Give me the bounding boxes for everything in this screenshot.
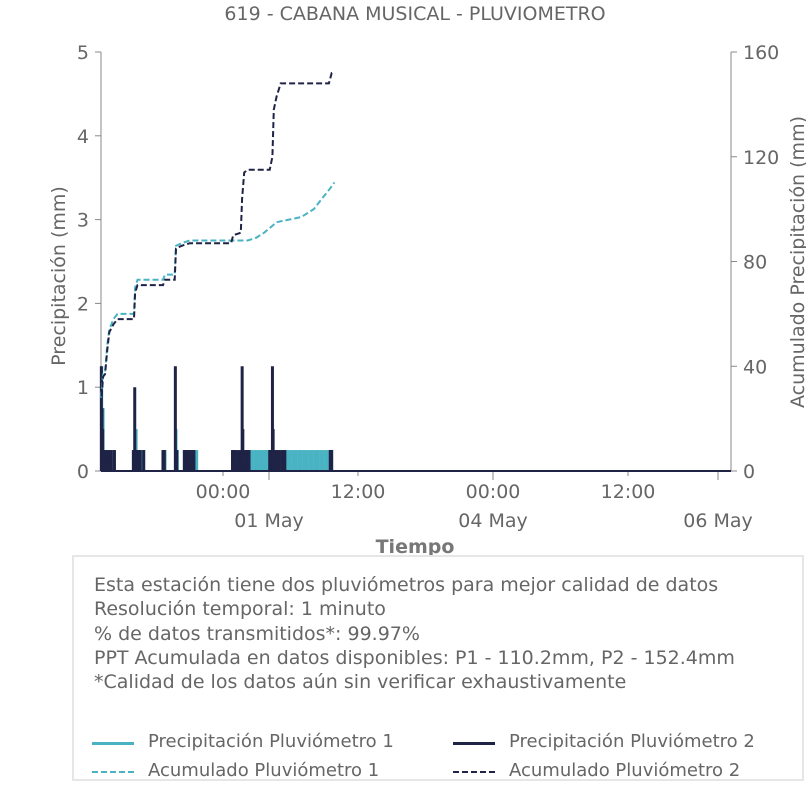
lines-layer bbox=[100, 70, 336, 406]
info-line: % de datos transmitidos*: 99.97% bbox=[94, 622, 420, 645]
chart-title: 619 - CABANA MUSICAL - PLUVIOMETRO bbox=[224, 3, 605, 25]
info-line: Esta estación tiene dos pluviómetros par… bbox=[94, 574, 719, 596]
y-tick-right-label: 40 bbox=[743, 356, 767, 378]
legend-swatch-dashed bbox=[92, 771, 134, 773]
bars-layer bbox=[99, 366, 731, 472]
y-tick-left-label: 4 bbox=[77, 126, 89, 148]
y-tick-left-label: 3 bbox=[77, 210, 89, 232]
x-tick-minor-label: 00:00 bbox=[466, 481, 521, 503]
y-tick-left-label: 1 bbox=[77, 377, 89, 399]
x-tick-major-label: 04 May bbox=[458, 510, 528, 532]
y-tick-right-label: 80 bbox=[743, 252, 767, 274]
y-tick-left-label: 0 bbox=[77, 461, 89, 483]
x-tick-major-label: 06 May bbox=[683, 510, 753, 532]
axes: 0 1 2 3 4 5 0 40 80 120 160 00:00 12:00 00:00 12:00 01 … bbox=[77, 42, 779, 532]
legend-label: Acumulado Pluviómetro 1 bbox=[148, 760, 380, 781]
x-tick-minor-label: 12:00 bbox=[601, 481, 656, 503]
info-text: Esta estación tiene dos pluviómetros par… bbox=[94, 573, 735, 694]
legend-swatch-solid bbox=[453, 742, 495, 745]
legend-label: Precipitación Pluviómetro 2 bbox=[509, 731, 755, 752]
y-tick-right-label: 0 bbox=[743, 461, 755, 483]
info-line: Resolución temporal: 1 minuto bbox=[94, 598, 386, 621]
y-tick-right-label: 120 bbox=[743, 147, 779, 169]
legend-swatch-dashed bbox=[453, 771, 495, 773]
y-tick-left-label: 5 bbox=[77, 42, 89, 64]
info-line: *Calidad de los datos aún sin verificar … bbox=[94, 671, 627, 694]
x-tick-major-label: 01 May bbox=[234, 510, 304, 532]
legend-label: Precipitación Pluviómetro 1 bbox=[148, 731, 394, 752]
legend-swatch-solid bbox=[92, 742, 134, 745]
cumulative-line bbox=[100, 181, 336, 398]
x-tick-minor-label: 00:00 bbox=[196, 481, 251, 503]
info-box: Esta estación tiene dos pluviómetros par… bbox=[72, 555, 804, 781]
y-tick-left-label: 2 bbox=[77, 293, 89, 315]
x-axis-label: Tiempo bbox=[376, 536, 455, 556]
cumulative-line bbox=[100, 70, 335, 406]
chart: 619 - CABANA MUSICAL - PLUVIOMETRO 0 1 2 3 4… bbox=[48, 3, 806, 556]
info-line: PPT Acumulada en datos disponibles: P1 -… bbox=[94, 646, 735, 669]
x-tick-minor-label: 12:00 bbox=[331, 481, 386, 503]
y-axis-right-label: Acumulado Precipitación (mm) bbox=[787, 116, 806, 408]
y-tick-right-label: 160 bbox=[743, 42, 779, 64]
legend-label: Acumulado Pluviómetro 2 bbox=[509, 760, 741, 781]
y-axis-left-label: Precipitación (mm) bbox=[48, 186, 70, 366]
